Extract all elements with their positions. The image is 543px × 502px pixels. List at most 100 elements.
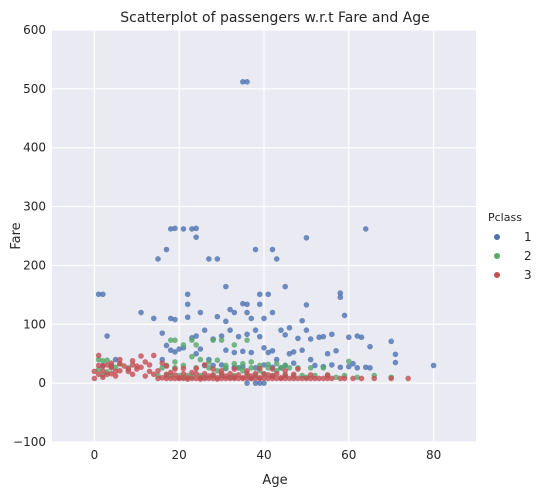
legend-marker-pclass-3 xyxy=(494,272,500,278)
grid-lines xyxy=(52,29,476,443)
data-point-pclass-1 xyxy=(227,327,233,333)
data-point-pclass-1 xyxy=(346,334,352,341)
data-point-pclass-1 xyxy=(231,349,238,356)
data-point-pclass-3 xyxy=(129,362,136,368)
data-point-pclass-3 xyxy=(100,374,106,381)
data-point-pclass-2 xyxy=(333,374,339,381)
data-point-pclass-3 xyxy=(121,363,127,369)
legend-label: 3 xyxy=(524,268,532,282)
data-point-pclass-1 xyxy=(307,336,314,342)
data-point-pclass-3 xyxy=(218,367,225,374)
data-point-pclass-1 xyxy=(184,314,191,321)
data-point-pclass-1 xyxy=(235,333,242,340)
data-point-pclass-2 xyxy=(100,357,106,364)
data-point-pclass-1 xyxy=(269,347,276,354)
legend-marker-pclass-2 xyxy=(494,253,500,259)
y-tick-label: 100 xyxy=(23,317,46,331)
data-point-pclass-3 xyxy=(201,370,208,377)
data-point-pclass-3 xyxy=(197,375,204,381)
data-point-pclass-3 xyxy=(273,375,280,382)
data-point-pclass-1 xyxy=(172,349,178,355)
data-point-pclass-3 xyxy=(180,370,187,377)
data-point-pclass-2 xyxy=(95,366,102,373)
data-point-pclass-3 xyxy=(155,375,161,382)
data-point-pclass-3 xyxy=(180,365,187,372)
data-point-pclass-2 xyxy=(231,360,238,367)
data-point-pclass-1 xyxy=(167,226,174,232)
y-tick-label: 500 xyxy=(23,82,46,96)
data-point-pclass-1 xyxy=(337,294,344,301)
data-point-pclass-1 xyxy=(265,291,272,298)
data-point-pclass-1 xyxy=(150,315,157,322)
data-point-pclass-1 xyxy=(193,333,199,339)
data-point-pclass-1 xyxy=(337,290,344,296)
data-point-pclass-3 xyxy=(189,375,195,382)
data-point-pclass-3 xyxy=(358,375,365,382)
data-point-pclass-2 xyxy=(210,337,216,343)
data-point-pclass-1 xyxy=(167,347,174,353)
data-point-pclass-1 xyxy=(256,301,263,308)
data-point-pclass-3 xyxy=(142,373,149,379)
data-point-pclass-1 xyxy=(197,346,204,352)
data-point-pclass-2 xyxy=(206,365,212,371)
data-point-pclass-3 xyxy=(240,375,246,381)
data-point-pclass-2 xyxy=(104,357,110,363)
data-point-pclass-1 xyxy=(218,362,225,368)
y-axis-label: Fare xyxy=(9,222,24,249)
data-point-pclass-1 xyxy=(269,246,276,253)
data-point-pclass-3 xyxy=(235,372,242,378)
data-point-pclass-3 xyxy=(108,360,115,366)
data-point-pclass-3 xyxy=(231,366,238,372)
data-point-pclass-1 xyxy=(214,313,221,320)
data-point-pclass-1 xyxy=(244,331,250,338)
data-point-pclass-1 xyxy=(189,226,195,232)
data-point-pclass-3 xyxy=(91,375,98,382)
data-point-pclass-3 xyxy=(252,370,259,377)
data-point-pclass-1 xyxy=(299,317,305,324)
data-point-pclass-3 xyxy=(312,375,318,382)
legend-marker-pclass-1 xyxy=(494,234,500,240)
data-point-pclass-1 xyxy=(223,283,229,290)
data-point-pclass-3 xyxy=(350,375,356,382)
data-point-pclass-3 xyxy=(388,375,395,382)
data-point-pclass-3 xyxy=(341,375,348,382)
data-point-pclass-3 xyxy=(201,375,208,382)
data-point-pclass-1 xyxy=(367,365,373,371)
data-point-pclass-3 xyxy=(95,352,102,359)
data-point-pclass-3 xyxy=(371,375,378,382)
data-point-pclass-3 xyxy=(214,375,221,381)
data-point-pclass-2 xyxy=(286,365,293,371)
data-point-pclass-1 xyxy=(392,359,399,366)
data-point-pclass-1 xyxy=(367,343,373,350)
x-axis-label: Age xyxy=(262,473,287,488)
data-point-pclass-3 xyxy=(324,372,331,378)
data-point-pclass-1 xyxy=(430,362,437,369)
data-point-pclass-3 xyxy=(117,367,123,374)
data-point-pclass-1 xyxy=(278,327,284,333)
legend-label: 1 xyxy=(524,230,532,244)
data-point-pclass-1 xyxy=(354,365,361,371)
data-point-pclass-3 xyxy=(337,375,344,382)
data-point-pclass-3 xyxy=(290,371,297,378)
data-point-pclass-1 xyxy=(252,365,259,371)
data-point-pclass-1 xyxy=(256,333,263,340)
data-point-pclass-1 xyxy=(290,349,297,355)
data-point-pclass-3 xyxy=(95,362,102,369)
data-point-pclass-1 xyxy=(214,256,221,262)
data-point-pclass-1 xyxy=(290,360,297,366)
data-point-pclass-3 xyxy=(138,353,144,359)
data-point-pclass-3 xyxy=(159,375,166,381)
data-point-pclass-2 xyxy=(240,360,246,367)
data-point-pclass-3 xyxy=(206,373,212,379)
data-point-pclass-3 xyxy=(248,373,255,379)
data-point-pclass-1 xyxy=(329,362,335,368)
data-point-pclass-3 xyxy=(269,373,276,379)
y-tick-label: 600 xyxy=(23,23,46,37)
data-point-pclass-2 xyxy=(189,353,195,360)
data-point-pclass-1 xyxy=(362,364,369,371)
data-point-pclass-2 xyxy=(273,360,280,367)
data-point-pclass-1 xyxy=(240,300,246,307)
data-point-pclass-3 xyxy=(299,375,305,382)
